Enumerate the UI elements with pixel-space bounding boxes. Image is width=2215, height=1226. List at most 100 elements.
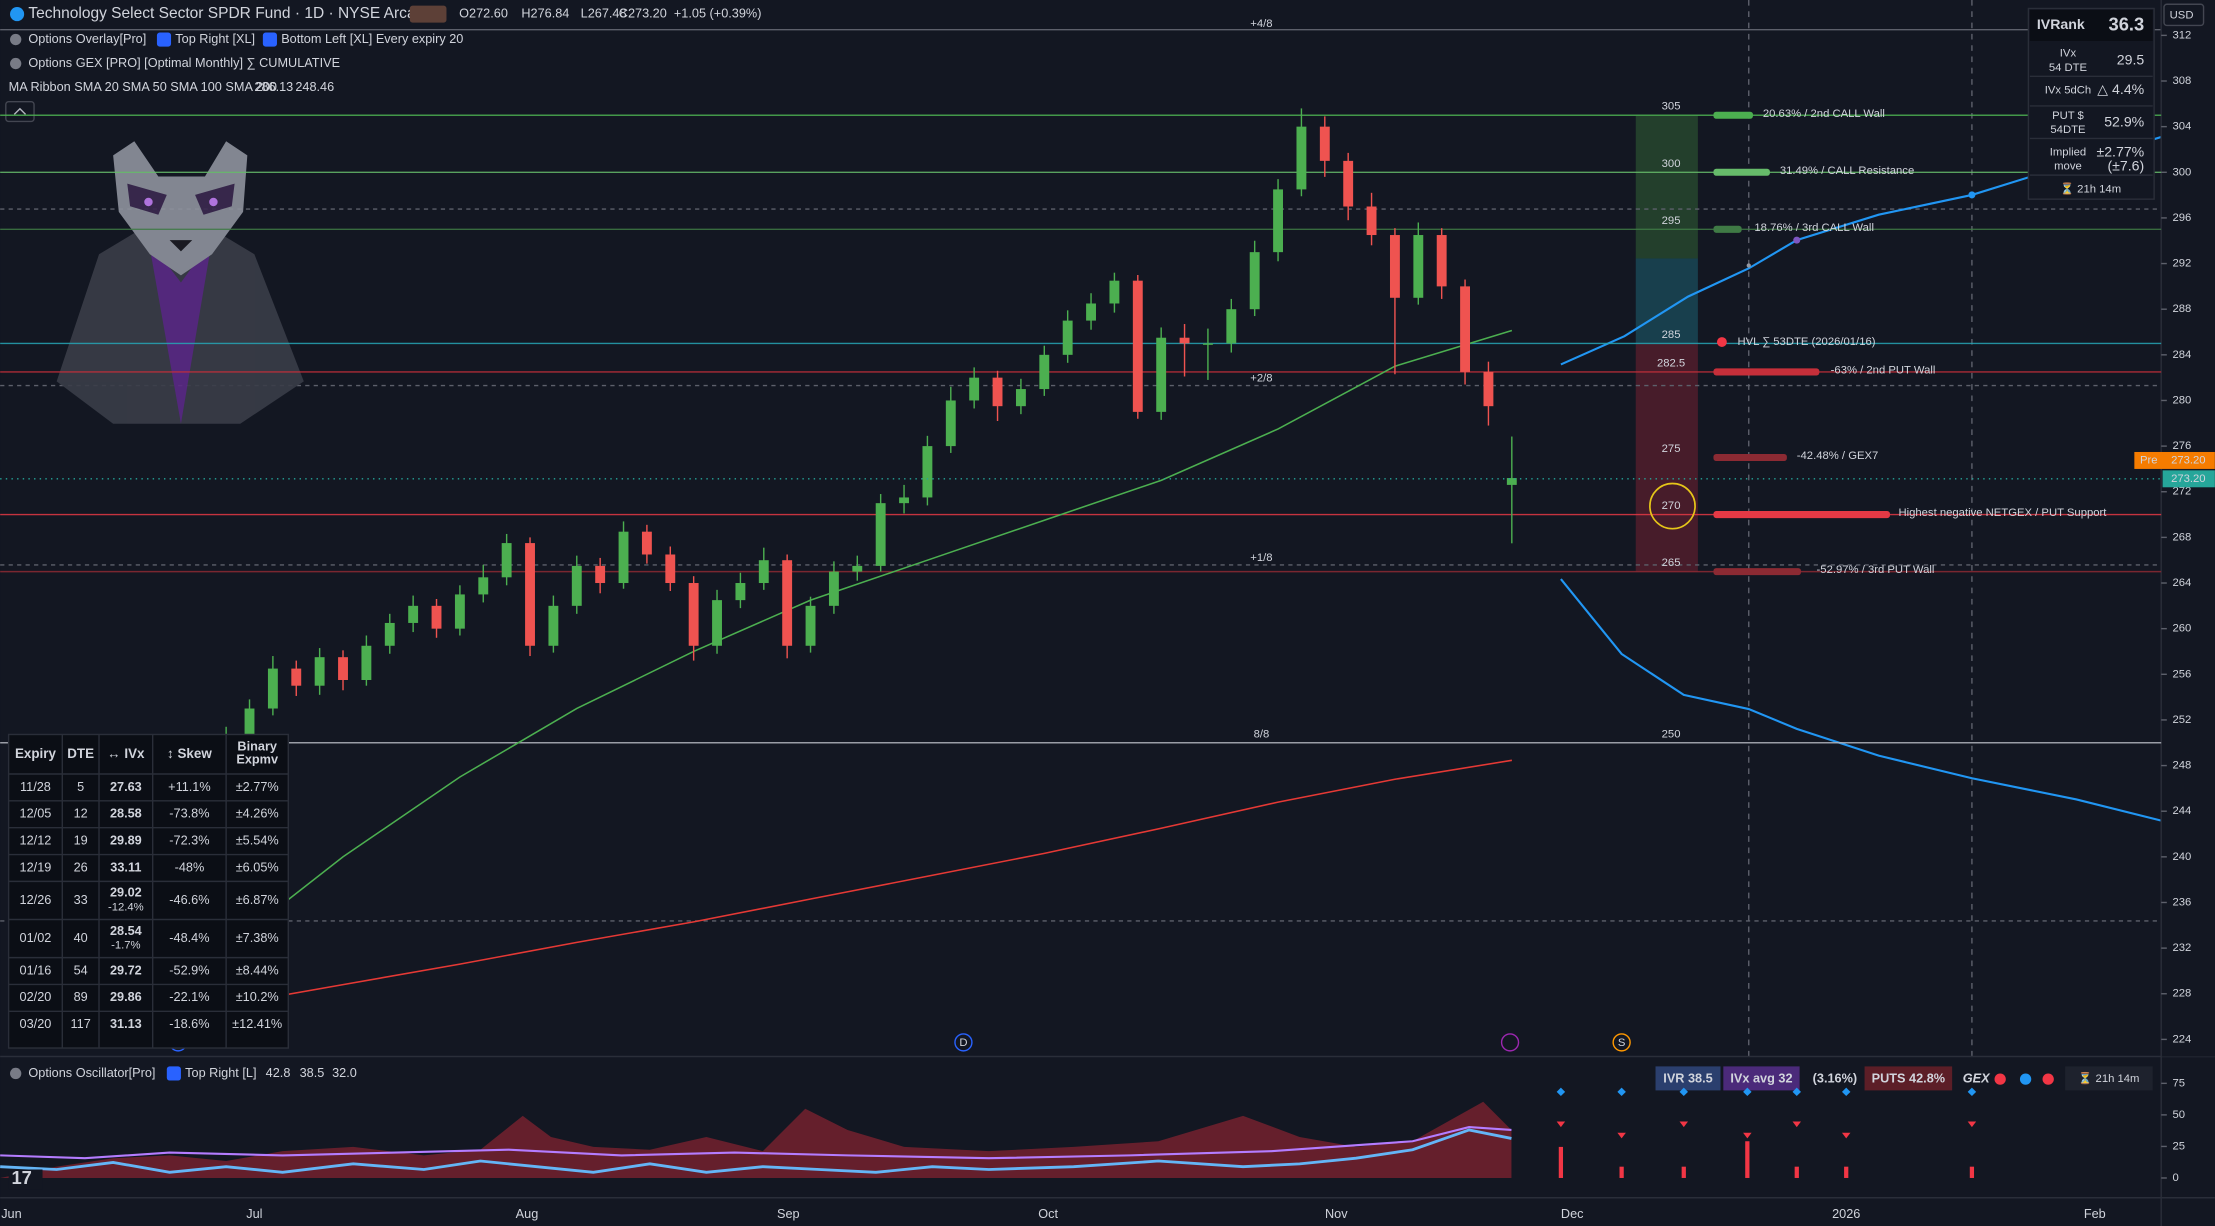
gex-level-label: 305: [1662, 101, 1681, 113]
candle-body: [805, 605, 816, 646]
price-tick-label: 276: [2172, 440, 2191, 452]
candle-body: [1202, 343, 1213, 345]
candle-body: [361, 645, 372, 680]
candle-body: [665, 554, 676, 584]
price-tick-label: 296: [2172, 212, 2191, 224]
price-tick-label: 288: [2172, 303, 2191, 315]
gex-level-label: 265: [1662, 557, 1681, 569]
table-cell: 19: [74, 832, 88, 847]
iv-row-value: 52.9%: [2104, 114, 2144, 130]
candle-body: [1039, 354, 1050, 390]
gex-level-label: 300: [1662, 158, 1681, 170]
candle-body: [571, 565, 582, 606]
oscillator-tick-label: 50: [2172, 1109, 2185, 1121]
time-label: Dec: [1561, 1206, 1584, 1221]
gex-level-note: HVL ∑ 53DTE (2026/01/16): [1737, 336, 1875, 348]
gex-level-note: 18.76% / 3rd CALL Wall: [1754, 222, 1874, 234]
ma-value: 286.13: [254, 79, 293, 94]
candle-body: [384, 622, 395, 646]
candle-body: [595, 565, 606, 584]
expected-move-dot: [1968, 191, 1976, 199]
iv-panel-title: IVRank: [2037, 16, 2085, 32]
signal-marker: [1617, 1087, 1626, 1097]
gex-bar: [1713, 225, 1742, 233]
highlight-ring: [1649, 482, 1696, 530]
table-header: Expmv: [236, 751, 279, 766]
candle-body: [525, 543, 535, 646]
signal-bar: [1794, 1166, 1799, 1178]
badge-icon: [1994, 1073, 2006, 1085]
signal-bar: [1558, 1146, 1564, 1178]
expected-move-dot: [1746, 263, 1751, 268]
table-cell: 12/05: [20, 806, 52, 821]
gex-level-note: 31.49% / CALL Resistance: [1780, 165, 1914, 177]
table-cell: 26: [74, 859, 88, 874]
table-cell: -22.1%: [169, 989, 209, 1004]
table-cell: 31.13: [110, 1016, 142, 1031]
table-cell: 29.72: [110, 962, 142, 977]
table-cell: 12/12: [20, 832, 52, 847]
murrey-label: 8/8: [1254, 728, 1270, 740]
table-cell: 11/28: [20, 779, 51, 794]
table-header: Expiry: [15, 746, 57, 761]
table-cell: 28.54: [110, 923, 142, 938]
candle-body: [922, 446, 933, 498]
murrey-label: +4/8: [1250, 18, 1272, 30]
candle-body: [852, 565, 863, 572]
candle-body: [899, 497, 909, 504]
moving-average: [226, 759, 1513, 1007]
signal-marker: [1556, 1087, 1566, 1097]
signal-bar: [1681, 1166, 1686, 1178]
table-cell: ±10.2%: [236, 989, 279, 1004]
candle-body: [782, 560, 793, 646]
candle-body: [244, 708, 255, 738]
indicator-icon: [10, 1067, 22, 1080]
ohlc-value: L267.48: [581, 5, 627, 20]
candle-body: [969, 377, 980, 401]
candle-body: [1226, 309, 1237, 344]
hvl-dot: [1716, 337, 1727, 347]
time-label: Aug: [516, 1206, 539, 1221]
gex-level-note: -52.97% / 3rd PUT Wall: [1817, 564, 1935, 576]
signal-marker: [1792, 1121, 1802, 1128]
oscillator-badge-label: IVR 38.5: [1663, 1070, 1712, 1085]
gex-hvl-zone: [1635, 258, 1698, 344]
signal-bar: [1969, 1166, 1975, 1178]
gex-bar: [1713, 511, 1890, 519]
ivrank-value: 36.3: [2108, 13, 2144, 34]
gex-bar: [1713, 111, 1753, 119]
iv-row-label: IVx 5dCh: [2045, 84, 2091, 96]
price-tick-label: 308: [2172, 75, 2191, 87]
candle-body: [1086, 303, 1096, 321]
gex-bar: [1713, 168, 1770, 176]
price-tick-label: 304: [2172, 121, 2191, 133]
table-header: ↔ IVx: [107, 746, 145, 761]
table-cell: -48%: [175, 859, 205, 874]
table-cell: 02/20: [20, 989, 52, 1004]
price-tick-label: 244: [2172, 805, 2191, 817]
price-tick-label: 268: [2172, 531, 2191, 543]
indicator-setting: Top Right [XL]: [175, 31, 255, 46]
candle-body: [735, 583, 746, 601]
price-tick-label: 284: [2172, 349, 2191, 361]
signal-marker: [1617, 1132, 1626, 1139]
table-cell: 03/20: [20, 1016, 52, 1031]
iv-row-label: move: [2054, 161, 2082, 173]
candle-body: [1436, 235, 1447, 287]
event-marker: [1612, 1033, 1631, 1052]
table-cell: 89: [74, 989, 88, 1004]
table-cell: 01/16: [20, 962, 52, 977]
ohlc-value: C273.20: [619, 5, 667, 20]
candle-body: [1062, 320, 1073, 355]
table-cell: 54: [74, 962, 88, 977]
gex-put-zone: [1635, 343, 1698, 573]
time-label: Jun: [1, 1206, 21, 1221]
moving-average: [225, 329, 1513, 949]
collapse-button[interactable]: [5, 100, 35, 123]
candle-body: [548, 605, 559, 646]
candle-body: [1179, 337, 1190, 344]
candle-body: [1343, 160, 1354, 207]
oscillator-setting: Top Right [L]: [185, 1065, 256, 1080]
